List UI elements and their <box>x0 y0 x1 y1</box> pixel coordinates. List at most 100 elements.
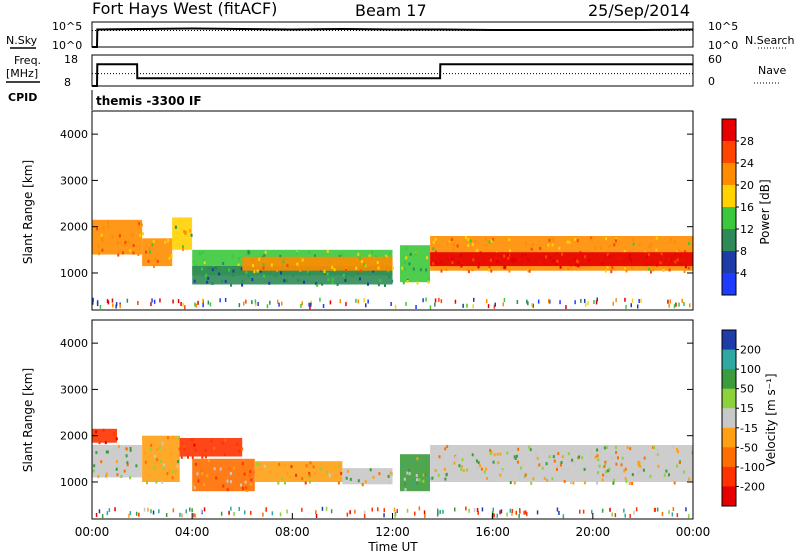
speckle <box>182 247 185 251</box>
speckle <box>313 254 316 258</box>
speckle <box>575 263 578 267</box>
noise-speckle <box>114 507 116 512</box>
speckle <box>457 261 460 265</box>
speckle <box>391 279 394 283</box>
power-colorbar-tick-label: 24 <box>740 157 754 170</box>
noise-speckle <box>151 298 153 303</box>
speckle <box>340 472 343 475</box>
speckle <box>315 257 318 261</box>
noise-speckle <box>345 302 347 307</box>
speckle <box>603 446 606 450</box>
noise-speckle <box>278 302 280 307</box>
speckle <box>581 456 584 460</box>
velocity-colorbar-swatch <box>722 486 736 507</box>
noise-speckle <box>414 511 416 516</box>
noise-speckle <box>481 507 484 512</box>
noise-speckle <box>656 507 659 512</box>
freq-tick-bottom: 8 <box>64 76 71 89</box>
speckle <box>117 241 120 245</box>
noise-speckle <box>363 510 366 515</box>
speckle <box>524 473 527 477</box>
speckle <box>336 283 339 286</box>
speckle <box>488 240 491 244</box>
noise-speckle <box>509 508 512 513</box>
speckle <box>162 466 165 470</box>
speckle <box>202 259 205 263</box>
speckle <box>363 263 366 267</box>
noise-speckle <box>601 508 604 513</box>
speckle <box>405 247 408 251</box>
noise-speckle <box>355 298 357 303</box>
speckle <box>228 268 230 272</box>
speckle <box>572 481 575 485</box>
power-colorbar-swatch <box>722 273 736 296</box>
speckle <box>556 464 559 468</box>
speckle <box>612 481 615 485</box>
speckle <box>553 258 556 262</box>
speckle <box>262 266 265 270</box>
speckle <box>508 253 510 257</box>
speckle <box>549 255 552 259</box>
noise-speckle <box>675 302 677 307</box>
speckle <box>344 279 347 282</box>
noise-speckle <box>172 508 175 513</box>
noise-speckle <box>330 509 333 514</box>
speckle <box>407 468 410 472</box>
cpid-text: themis -3300 IF <box>96 94 202 108</box>
speckle <box>115 460 118 464</box>
speckle <box>95 451 98 455</box>
speckle <box>116 473 119 477</box>
speckle <box>624 467 627 471</box>
speckle <box>263 274 265 278</box>
speckle <box>385 254 388 258</box>
speckle <box>158 446 161 450</box>
noise-speckle <box>582 509 585 514</box>
noise-speckle <box>584 298 586 303</box>
nave-tick-bottom: 0 <box>708 75 715 88</box>
speckle <box>490 269 493 273</box>
noise-speckle <box>207 300 210 305</box>
speckle <box>589 454 592 458</box>
xtick-label: 08:00 <box>275 525 310 539</box>
speckle <box>226 488 229 492</box>
noise-speckle <box>383 513 385 518</box>
noise-speckle <box>668 303 670 308</box>
noise-speckle <box>565 305 567 310</box>
speckle <box>530 247 533 251</box>
speckle <box>453 461 456 465</box>
speckle <box>528 269 531 273</box>
noise-speckle <box>262 512 264 517</box>
speckle <box>495 461 498 465</box>
speckle <box>574 237 577 241</box>
ytick-label: 1000 <box>60 476 88 489</box>
speckle <box>308 473 311 477</box>
speckle <box>466 468 469 472</box>
nsearch-tick-top: 10^5 <box>708 20 738 33</box>
speckle <box>131 233 134 237</box>
speckle <box>513 481 516 485</box>
speckle <box>637 463 640 467</box>
speckle <box>515 454 518 458</box>
speckle <box>541 466 544 470</box>
noise-speckle <box>265 507 267 512</box>
speckle <box>98 441 101 445</box>
noise-speckle <box>396 509 398 513</box>
speckle <box>547 243 550 247</box>
power-panel: Slant Range [km] 1000 2000 3000 4000 4 8 12 16… <box>21 110 772 311</box>
noise-speckle <box>437 511 440 516</box>
noise-speckle <box>269 300 271 305</box>
noise-speckle <box>423 510 426 515</box>
speckle <box>563 479 566 483</box>
speckle <box>245 270 248 274</box>
noise-speckle <box>152 510 155 515</box>
speckle <box>668 473 670 477</box>
noise-speckle <box>516 300 519 304</box>
speckle <box>256 269 259 273</box>
speckle <box>590 238 593 242</box>
speckle <box>326 272 329 276</box>
noise-speckle <box>96 302 99 307</box>
speckle <box>583 481 586 485</box>
speckle <box>446 445 449 449</box>
speckle <box>98 252 100 256</box>
speckle <box>161 480 164 484</box>
